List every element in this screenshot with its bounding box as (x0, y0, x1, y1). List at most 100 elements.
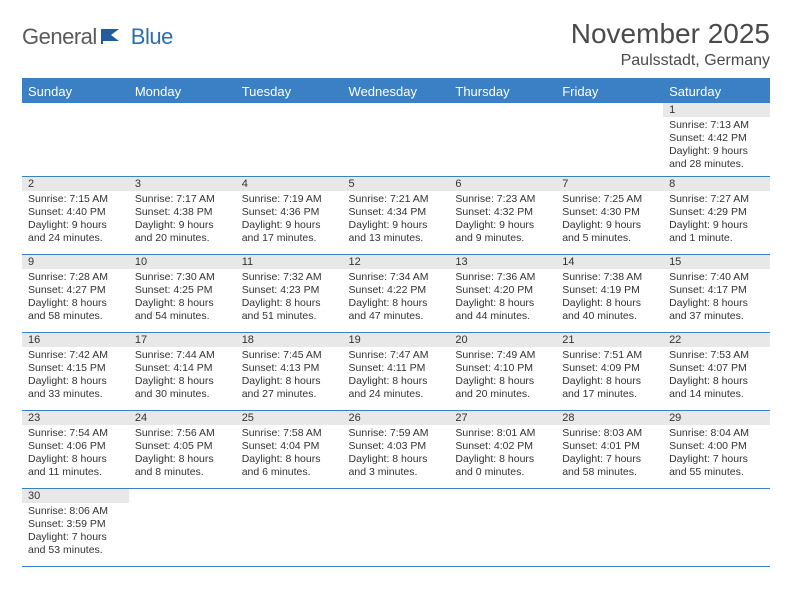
day-number: 4 (236, 177, 343, 191)
daylight-line1: Daylight: 8 hours (349, 297, 444, 310)
col-tuesday: Tuesday (236, 79, 343, 103)
day-number: 8 (663, 177, 770, 191)
day-content: Sunrise: 7:23 AMSunset: 4:32 PMDaylight:… (449, 191, 556, 250)
daylight-line2: and 33 minutes. (28, 388, 123, 401)
calendar-cell: 14Sunrise: 7:38 AMSunset: 4:19 PMDayligh… (556, 254, 663, 332)
day-number: 26 (343, 411, 450, 425)
day-content: Sunrise: 7:28 AMSunset: 4:27 PMDaylight:… (22, 269, 129, 328)
daylight-line1: Daylight: 8 hours (28, 453, 123, 466)
calendar-page: General Blue November 2025 Paulsstadt, G… (0, 0, 792, 585)
daylight-line1: Daylight: 8 hours (135, 297, 230, 310)
day-content: Sunrise: 7:34 AMSunset: 4:22 PMDaylight:… (343, 269, 450, 328)
daylight-line1: Daylight: 8 hours (455, 453, 550, 466)
sunset-text: Sunset: 4:07 PM (669, 362, 764, 375)
daylight-line2: and 6 minutes. (242, 466, 337, 479)
day-number: 11 (236, 255, 343, 269)
calendar-cell: 23Sunrise: 7:54 AMSunset: 4:06 PMDayligh… (22, 410, 129, 488)
calendar-row: 23Sunrise: 7:54 AMSunset: 4:06 PMDayligh… (22, 410, 770, 488)
day-content: Sunrise: 7:51 AMSunset: 4:09 PMDaylight:… (556, 347, 663, 406)
day-number: 7 (556, 177, 663, 191)
day-content: Sunrise: 8:01 AMSunset: 4:02 PMDaylight:… (449, 425, 556, 484)
day-number: 12 (343, 255, 450, 269)
logo-text-general: General (22, 24, 97, 50)
daylight-line1: Daylight: 9 hours (455, 219, 550, 232)
calendar-cell (556, 488, 663, 566)
col-monday: Monday (129, 79, 236, 103)
sunrise-text: Sunrise: 7:17 AM (135, 193, 230, 206)
calendar-cell: 10Sunrise: 7:30 AMSunset: 4:25 PMDayligh… (129, 254, 236, 332)
daylight-line2: and 55 minutes. (669, 466, 764, 479)
calendar-cell: 22Sunrise: 7:53 AMSunset: 4:07 PMDayligh… (663, 332, 770, 410)
day-content: Sunrise: 7:30 AMSunset: 4:25 PMDaylight:… (129, 269, 236, 328)
sunrise-text: Sunrise: 8:01 AM (455, 427, 550, 440)
sunset-text: Sunset: 4:01 PM (562, 440, 657, 453)
calendar-cell: 16Sunrise: 7:42 AMSunset: 4:15 PMDayligh… (22, 332, 129, 410)
day-content: Sunrise: 7:59 AMSunset: 4:03 PMDaylight:… (343, 425, 450, 484)
sunrise-text: Sunrise: 7:38 AM (562, 271, 657, 284)
daylight-line2: and 58 minutes. (562, 466, 657, 479)
sunrise-text: Sunrise: 8:03 AM (562, 427, 657, 440)
daylight-line2: and 9 minutes. (455, 232, 550, 245)
daylight-line1: Daylight: 7 hours (669, 453, 764, 466)
daylight-line1: Daylight: 8 hours (349, 453, 444, 466)
day-content: Sunrise: 7:44 AMSunset: 4:14 PMDaylight:… (129, 347, 236, 406)
sunset-text: Sunset: 4:40 PM (28, 206, 123, 219)
sunrise-text: Sunrise: 7:59 AM (349, 427, 444, 440)
day-content: Sunrise: 7:17 AMSunset: 4:38 PMDaylight:… (129, 191, 236, 250)
calendar-cell: 24Sunrise: 7:56 AMSunset: 4:05 PMDayligh… (129, 410, 236, 488)
daylight-line2: and 20 minutes. (135, 232, 230, 245)
daylight-line1: Daylight: 9 hours (669, 145, 764, 158)
day-number: 22 (663, 333, 770, 347)
daylight-line2: and 27 minutes. (242, 388, 337, 401)
calendar-cell: 27Sunrise: 8:01 AMSunset: 4:02 PMDayligh… (449, 410, 556, 488)
sunset-text: Sunset: 4:36 PM (242, 206, 337, 219)
day-content: Sunrise: 7:45 AMSunset: 4:13 PMDaylight:… (236, 347, 343, 406)
calendar-cell: 11Sunrise: 7:32 AMSunset: 4:23 PMDayligh… (236, 254, 343, 332)
calendar-cell (236, 488, 343, 566)
col-sunday: Sunday (22, 79, 129, 103)
month-title: November 2025 (571, 18, 770, 50)
calendar-cell: 28Sunrise: 8:03 AMSunset: 4:01 PMDayligh… (556, 410, 663, 488)
daylight-line1: Daylight: 8 hours (669, 297, 764, 310)
sunrise-text: Sunrise: 8:04 AM (669, 427, 764, 440)
daylight-line2: and 13 minutes. (349, 232, 444, 245)
sunset-text: Sunset: 4:32 PM (455, 206, 550, 219)
title-block: November 2025 Paulsstadt, Germany (571, 18, 770, 70)
daylight-line1: Daylight: 7 hours (562, 453, 657, 466)
day-content: Sunrise: 8:06 AMSunset: 3:59 PMDaylight:… (22, 503, 129, 562)
logo-text-blue: Blue (131, 24, 173, 50)
day-number: 5 (343, 177, 450, 191)
sunrise-text: Sunrise: 7:36 AM (455, 271, 550, 284)
daylight-line1: Daylight: 9 hours (242, 219, 337, 232)
sunrise-text: Sunrise: 8:06 AM (28, 505, 123, 518)
day-number: 19 (343, 333, 450, 347)
daylight-line2: and 17 minutes. (562, 388, 657, 401)
daylight-line2: and 44 minutes. (455, 310, 550, 323)
calendar-cell (449, 103, 556, 176)
calendar-cell (663, 488, 770, 566)
daylight-line2: and 17 minutes. (242, 232, 337, 245)
daylight-line2: and 40 minutes. (562, 310, 657, 323)
sunset-text: Sunset: 4:38 PM (135, 206, 230, 219)
sunset-text: Sunset: 4:10 PM (455, 362, 550, 375)
sunset-text: Sunset: 4:14 PM (135, 362, 230, 375)
daylight-line2: and 24 minutes. (349, 388, 444, 401)
daylight-line1: Daylight: 8 hours (242, 453, 337, 466)
daylight-line1: Daylight: 8 hours (242, 297, 337, 310)
daylight-line1: Daylight: 9 hours (562, 219, 657, 232)
sunrise-text: Sunrise: 7:51 AM (562, 349, 657, 362)
calendar-cell (129, 103, 236, 176)
day-number: 18 (236, 333, 343, 347)
daylight-line2: and 0 minutes. (455, 466, 550, 479)
daylight-line2: and 51 minutes. (242, 310, 337, 323)
calendar-cell: 5Sunrise: 7:21 AMSunset: 4:34 PMDaylight… (343, 176, 450, 254)
sunset-text: Sunset: 4:22 PM (349, 284, 444, 297)
sunset-text: Sunset: 4:30 PM (562, 206, 657, 219)
sunset-text: Sunset: 4:20 PM (455, 284, 550, 297)
day-number: 16 (22, 333, 129, 347)
calendar-cell: 1Sunrise: 7:13 AMSunset: 4:42 PMDaylight… (663, 103, 770, 176)
day-number: 1 (663, 103, 770, 117)
sunrise-text: Sunrise: 7:30 AM (135, 271, 230, 284)
sunset-text: Sunset: 4:23 PM (242, 284, 337, 297)
daylight-line1: Daylight: 8 hours (455, 297, 550, 310)
